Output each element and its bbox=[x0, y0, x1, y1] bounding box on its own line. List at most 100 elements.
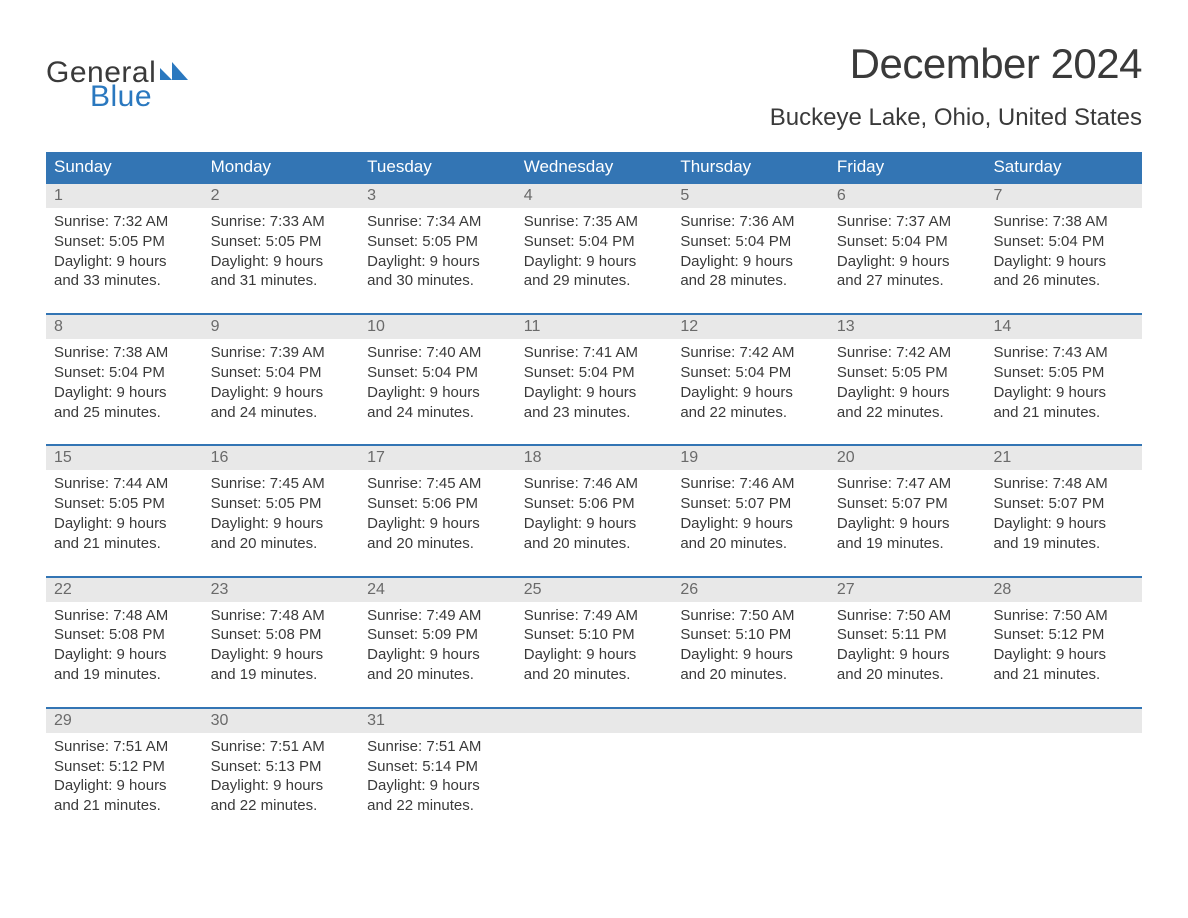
day-sunrise: Sunrise: 7:48 AM bbox=[211, 606, 352, 626]
day-day2: and 20 minutes. bbox=[680, 534, 821, 554]
day-number bbox=[985, 709, 1142, 733]
day-number: 23 bbox=[203, 578, 360, 602]
day-body: Sunrise: 7:38 AMSunset: 5:04 PMDaylight:… bbox=[985, 208, 1142, 297]
day-day1: Daylight: 9 hours bbox=[54, 776, 195, 796]
day-cell: 7Sunrise: 7:38 AMSunset: 5:04 PMDaylight… bbox=[985, 184, 1142, 297]
day-number: 28 bbox=[985, 578, 1142, 602]
day-header-thursday: Thursday bbox=[672, 157, 829, 177]
day-sunrise: Sunrise: 7:39 AM bbox=[211, 343, 352, 363]
day-cell: 1Sunrise: 7:32 AMSunset: 5:05 PMDaylight… bbox=[46, 184, 203, 297]
day-sunset: Sunset: 5:10 PM bbox=[524, 625, 665, 645]
day-number: 31 bbox=[359, 709, 516, 733]
day-sunrise: Sunrise: 7:46 AM bbox=[524, 474, 665, 494]
day-sunset: Sunset: 5:04 PM bbox=[524, 363, 665, 383]
day-sunset: Sunset: 5:08 PM bbox=[54, 625, 195, 645]
day-body: Sunrise: 7:38 AMSunset: 5:04 PMDaylight:… bbox=[46, 339, 203, 428]
day-cell bbox=[672, 709, 829, 823]
day-day2: and 21 minutes. bbox=[993, 403, 1134, 423]
day-number: 18 bbox=[516, 446, 673, 470]
day-sunset: Sunset: 5:10 PM bbox=[680, 625, 821, 645]
day-day1: Daylight: 9 hours bbox=[367, 645, 508, 665]
day-sunrise: Sunrise: 7:42 AM bbox=[837, 343, 978, 363]
day-day2: and 22 minutes. bbox=[837, 403, 978, 423]
day-day2: and 20 minutes. bbox=[524, 534, 665, 554]
calendar: Sunday Monday Tuesday Wednesday Thursday… bbox=[46, 152, 1142, 823]
day-cell: 25Sunrise: 7:49 AMSunset: 5:10 PMDayligh… bbox=[516, 578, 673, 691]
day-sunrise: Sunrise: 7:49 AM bbox=[367, 606, 508, 626]
day-cell: 16Sunrise: 7:45 AMSunset: 5:05 PMDayligh… bbox=[203, 446, 360, 559]
day-day1: Daylight: 9 hours bbox=[524, 252, 665, 272]
week-row: 1Sunrise: 7:32 AMSunset: 5:05 PMDaylight… bbox=[46, 182, 1142, 297]
day-sunrise: Sunrise: 7:51 AM bbox=[367, 737, 508, 757]
day-sunset: Sunset: 5:04 PM bbox=[211, 363, 352, 383]
day-sunrise: Sunrise: 7:44 AM bbox=[54, 474, 195, 494]
day-cell: 10Sunrise: 7:40 AMSunset: 5:04 PMDayligh… bbox=[359, 315, 516, 428]
page-title: December 2024 bbox=[770, 40, 1142, 88]
day-number: 20 bbox=[829, 446, 986, 470]
week-row: 22Sunrise: 7:48 AMSunset: 5:08 PMDayligh… bbox=[46, 576, 1142, 691]
day-cell: 28Sunrise: 7:50 AMSunset: 5:12 PMDayligh… bbox=[985, 578, 1142, 691]
day-sunset: Sunset: 5:09 PM bbox=[367, 625, 508, 645]
day-body: Sunrise: 7:51 AMSunset: 5:14 PMDaylight:… bbox=[359, 733, 516, 822]
day-number: 22 bbox=[46, 578, 203, 602]
day-cell: 2Sunrise: 7:33 AMSunset: 5:05 PMDaylight… bbox=[203, 184, 360, 297]
logo-word-blue: Blue bbox=[90, 82, 188, 112]
day-sunrise: Sunrise: 7:41 AM bbox=[524, 343, 665, 363]
day-sunset: Sunset: 5:04 PM bbox=[680, 363, 821, 383]
day-sunrise: Sunrise: 7:38 AM bbox=[993, 212, 1134, 232]
day-day1: Daylight: 9 hours bbox=[993, 383, 1134, 403]
day-day1: Daylight: 9 hours bbox=[680, 252, 821, 272]
day-body bbox=[829, 733, 986, 823]
day-number: 1 bbox=[46, 184, 203, 208]
day-sunset: Sunset: 5:12 PM bbox=[993, 625, 1134, 645]
day-day2: and 21 minutes. bbox=[993, 665, 1134, 685]
day-body: Sunrise: 7:50 AMSunset: 5:10 PMDaylight:… bbox=[672, 602, 829, 691]
day-day2: and 19 minutes. bbox=[54, 665, 195, 685]
day-number: 14 bbox=[985, 315, 1142, 339]
day-cell: 5Sunrise: 7:36 AMSunset: 5:04 PMDaylight… bbox=[672, 184, 829, 297]
day-body: Sunrise: 7:34 AMSunset: 5:05 PMDaylight:… bbox=[359, 208, 516, 297]
day-day2: and 19 minutes. bbox=[993, 534, 1134, 554]
day-number: 10 bbox=[359, 315, 516, 339]
day-sunset: Sunset: 5:11 PM bbox=[837, 625, 978, 645]
day-sunset: Sunset: 5:05 PM bbox=[54, 494, 195, 514]
week-row: 29Sunrise: 7:51 AMSunset: 5:12 PMDayligh… bbox=[46, 707, 1142, 823]
day-body: Sunrise: 7:35 AMSunset: 5:04 PMDaylight:… bbox=[516, 208, 673, 297]
day-number: 27 bbox=[829, 578, 986, 602]
day-number: 24 bbox=[359, 578, 516, 602]
day-body: Sunrise: 7:41 AMSunset: 5:04 PMDaylight:… bbox=[516, 339, 673, 428]
day-sunrise: Sunrise: 7:37 AM bbox=[837, 212, 978, 232]
day-cell: 31Sunrise: 7:51 AMSunset: 5:14 PMDayligh… bbox=[359, 709, 516, 823]
day-day2: and 31 minutes. bbox=[211, 271, 352, 291]
day-day2: and 27 minutes. bbox=[837, 271, 978, 291]
day-day1: Daylight: 9 hours bbox=[993, 645, 1134, 665]
day-day2: and 23 minutes. bbox=[524, 403, 665, 423]
day-cell: 15Sunrise: 7:44 AMSunset: 5:05 PMDayligh… bbox=[46, 446, 203, 559]
day-cell: 4Sunrise: 7:35 AMSunset: 5:04 PMDaylight… bbox=[516, 184, 673, 297]
day-day2: and 24 minutes. bbox=[211, 403, 352, 423]
day-sunset: Sunset: 5:12 PM bbox=[54, 757, 195, 777]
day-number: 30 bbox=[203, 709, 360, 733]
day-sunrise: Sunrise: 7:50 AM bbox=[680, 606, 821, 626]
day-number: 25 bbox=[516, 578, 673, 602]
day-day2: and 22 minutes. bbox=[211, 796, 352, 816]
page-subtitle: Buckeye Lake, Ohio, United States bbox=[770, 104, 1142, 132]
day-sunrise: Sunrise: 7:42 AM bbox=[680, 343, 821, 363]
day-number bbox=[829, 709, 986, 733]
day-sunset: Sunset: 5:05 PM bbox=[837, 363, 978, 383]
day-day1: Daylight: 9 hours bbox=[367, 383, 508, 403]
day-sunrise: Sunrise: 7:45 AM bbox=[367, 474, 508, 494]
day-day1: Daylight: 9 hours bbox=[54, 383, 195, 403]
day-day1: Daylight: 9 hours bbox=[680, 514, 821, 534]
day-day1: Daylight: 9 hours bbox=[837, 514, 978, 534]
day-sunrise: Sunrise: 7:43 AM bbox=[993, 343, 1134, 363]
day-day2: and 21 minutes. bbox=[54, 534, 195, 554]
day-sunset: Sunset: 5:05 PM bbox=[993, 363, 1134, 383]
day-cell: 26Sunrise: 7:50 AMSunset: 5:10 PMDayligh… bbox=[672, 578, 829, 691]
day-body: Sunrise: 7:42 AMSunset: 5:05 PMDaylight:… bbox=[829, 339, 986, 428]
day-number: 13 bbox=[829, 315, 986, 339]
day-header-sunday: Sunday bbox=[46, 157, 203, 177]
day-body: Sunrise: 7:48 AMSunset: 5:08 PMDaylight:… bbox=[46, 602, 203, 691]
day-body: Sunrise: 7:40 AMSunset: 5:04 PMDaylight:… bbox=[359, 339, 516, 428]
day-day2: and 25 minutes. bbox=[54, 403, 195, 423]
